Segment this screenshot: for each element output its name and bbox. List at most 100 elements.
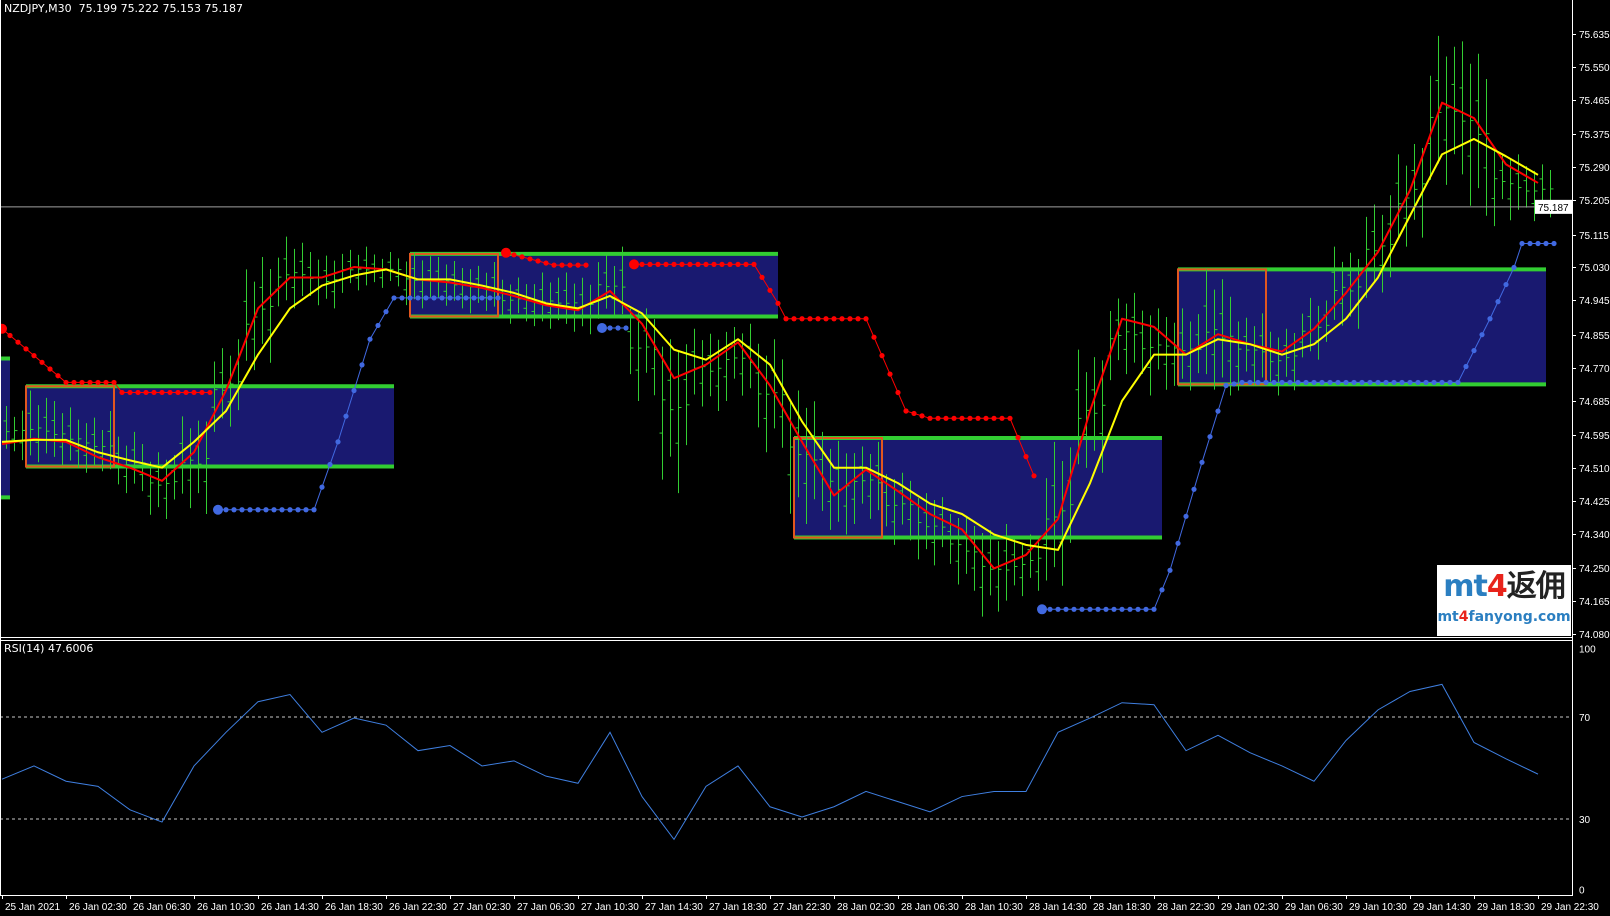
time-axis-label: 29 Jan 02:30: [1221, 902, 1279, 913]
parabolic-sar-dot: [847, 316, 853, 322]
time-axis-label: 26 Jan 22:30: [389, 902, 447, 913]
parabolic-sar-dot: [911, 410, 917, 417]
parabolic-sar-dot: [71, 379, 77, 386]
parabolic-sar-dot: [319, 484, 325, 490]
parabolic-sar-dot: [1543, 240, 1549, 247]
parabolic-sar-dot: [255, 507, 261, 513]
parabolic-sar-dot: [479, 295, 485, 301]
time-axis-label: 27 Jan 06:30: [517, 902, 575, 913]
parabolic-sar-dot: [959, 415, 965, 421]
parabolic-sar-dot: [399, 295, 405, 301]
parabolic-sar-dot: [1359, 379, 1365, 386]
parabolic-sar-dot: [1175, 540, 1181, 546]
logo-latin: mt: [1443, 569, 1488, 604]
parabolic-sar-dot: [831, 316, 837, 322]
opening-range-rect: [25, 385, 115, 468]
logo-cjk: 返佣: [1506, 569, 1566, 604]
parabolic-sar-dot: [183, 389, 189, 396]
parabolic-sar-dot: [159, 389, 165, 396]
parabolic-sar-dot: [879, 353, 885, 359]
parabolic-sar-dot: [95, 379, 101, 386]
parabolic-sar-dot: [1343, 379, 1349, 386]
parabolic-sar-dot: [455, 295, 461, 301]
time-axis-label: 27 Jan 14:30: [645, 902, 703, 913]
parabolic-sar-dot: [751, 261, 757, 267]
parabolic-sar-dot: [647, 261, 653, 267]
rsi-plot-area[interactable]: [0, 683, 1572, 841]
price-axis-label: 74.685: [1579, 397, 1610, 408]
parabolic-sar-dot: [239, 507, 245, 513]
parabolic-sar-dot: [775, 300, 781, 306]
parabolic-sar-dot: [1303, 379, 1309, 386]
parabolic-sar-dot: [63, 379, 69, 386]
parabolic-sar-dot: [1503, 281, 1509, 288]
time-axis-label: 26 Jan 18:30: [325, 902, 383, 913]
parabolic-sar-dot: [487, 295, 493, 301]
moving-average-fast-line: [1, 101, 1539, 570]
parabolic-sar-dot: [727, 261, 733, 267]
parabolic-sar-dot: [135, 389, 141, 396]
parabolic-sar-dot: [991, 415, 997, 421]
parabolic-sar-dot: [1151, 606, 1157, 612]
parabolic-sar-dot: [1423, 379, 1429, 386]
price-axis-label: 74.340: [1579, 530, 1610, 541]
chart-header: NZDJPY,M30 75.199 75.222 75.153 75.187: [4, 2, 243, 15]
parabolic-sar-dot: [1327, 379, 1333, 386]
parabolic-sar-dot: [271, 507, 277, 513]
parabolic-sar-dot: [935, 415, 941, 421]
parabolic-sar-dot: [735, 261, 741, 267]
parabolic-sar-dot: [1127, 606, 1133, 612]
rsi-axis-label: 70: [1579, 713, 1591, 724]
range-box: [1178, 269, 1546, 385]
parabolic-sar-dot: [1087, 606, 1093, 612]
logo-mark: mt4返佣: [1437, 567, 1571, 607]
moving-average-slow-line: [1, 137, 1539, 551]
parabolic-sar-dot: [0, 323, 7, 334]
time-axis-label: 29 Jan 10:30: [1349, 902, 1407, 913]
parabolic-sar-dot: [471, 295, 477, 301]
parabolic-sar-dot: [663, 261, 669, 267]
parabolic-sar-dot: [743, 261, 749, 267]
parabolic-sar-dot: [1519, 240, 1525, 247]
parabolic-sar-dot: [1215, 408, 1221, 414]
parabolic-sar-dot: [1287, 379, 1293, 386]
parabolic-sar-dot: [597, 323, 607, 334]
parabolic-sar-dot: [839, 316, 845, 322]
parabolic-sar-dot: [7, 332, 13, 339]
parabolic-sar-dot: [629, 259, 639, 270]
parabolic-sar-dot: [1255, 379, 1261, 386]
price-axis-label: 74.855: [1579, 331, 1610, 342]
parabolic-sar-dot: [759, 274, 765, 280]
parabolic-sar-dot: [1471, 347, 1477, 354]
parabolic-sar-dot: [1231, 381, 1237, 387]
parabolic-sar-dot: [1063, 606, 1069, 612]
price-plot-area[interactable]: [0, 35, 1572, 617]
parabolic-sar-dot: [703, 261, 709, 267]
parabolic-sar-dot: [1207, 434, 1213, 440]
parabolic-sar-dot: [655, 261, 661, 267]
parabolic-sar-dot: [687, 261, 693, 267]
parabolic-sar-dot: [887, 371, 893, 377]
parabolic-sar-dot: [1247, 379, 1253, 386]
logo-url-a: mt: [1437, 609, 1459, 625]
rsi-indicator-label: RSI(14) 47.6006: [4, 642, 94, 655]
time-axis-label: 28 Jan 14:30: [1029, 902, 1087, 913]
parabolic-sar-dot: [391, 295, 397, 301]
parabolic-sar-dot: [223, 507, 229, 513]
parabolic-sar-dot: [1367, 379, 1373, 386]
parabolic-sar-dot: [191, 389, 197, 396]
parabolic-sar-dot: [263, 507, 269, 513]
parabolic-sar-dot: [919, 413, 925, 419]
parabolic-sar-dot: [807, 316, 813, 322]
parabolic-sar-dot: [463, 295, 469, 301]
logo-url-b: fanyong.com: [1468, 609, 1571, 625]
price-axis-label: 74.510: [1579, 464, 1610, 475]
parabolic-sar-dot: [1031, 473, 1037, 479]
parabolic-sar-dot: [375, 322, 381, 329]
price-axis-label: 74.250: [1579, 564, 1610, 575]
parabolic-sar-dot: [1047, 606, 1053, 612]
parabolic-sar-dot: [967, 415, 973, 421]
parabolic-sar-dot: [1167, 567, 1173, 573]
parabolic-sar-dot: [175, 389, 181, 396]
